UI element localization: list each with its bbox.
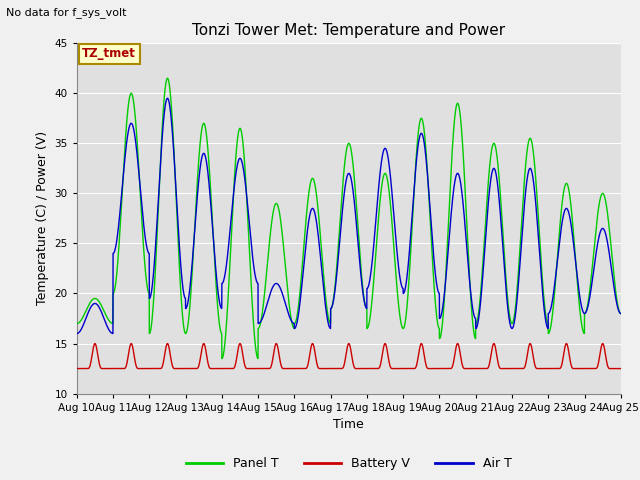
Air T [73,331,81,336]
Battery V [617,366,625,372]
Battery V [471,366,479,372]
Line: Air T: Air T [77,98,621,334]
Battery V [91,341,99,347]
Text: TZ_tmet: TZ_tmet [82,47,136,60]
Air T [471,314,479,320]
Legend: Panel T, Battery V, Air T: Panel T, Battery V, Air T [181,453,516,475]
Battery V [73,366,81,372]
X-axis label: Time: Time [333,418,364,431]
Panel T [329,301,337,307]
Line: Panel T: Panel T [77,78,621,359]
Panel T [441,292,449,298]
Air T [328,302,336,308]
Air T [441,290,449,296]
Air T [617,311,625,316]
Panel T [471,334,479,340]
Battery V [171,366,179,372]
Panel T [616,310,624,316]
Title: Tonzi Tower Met: Temperature and Power: Tonzi Tower Met: Temperature and Power [192,23,506,38]
Panel T [502,270,509,276]
Panel T [164,75,172,81]
Panel T [218,356,226,361]
Air T [616,310,624,316]
Panel T [73,321,81,326]
Battery V [328,366,336,372]
Air T [164,96,172,101]
Y-axis label: Temperature (C) / Power (V): Temperature (C) / Power (V) [36,132,49,305]
Line: Battery V: Battery V [77,344,621,369]
Air T [171,163,179,169]
Air T [502,279,509,285]
Battery V [441,366,449,372]
Panel T [171,162,179,168]
Battery V [616,366,624,372]
Panel T [617,311,625,316]
Battery V [502,366,509,372]
Text: No data for f_sys_volt: No data for f_sys_volt [6,7,127,18]
